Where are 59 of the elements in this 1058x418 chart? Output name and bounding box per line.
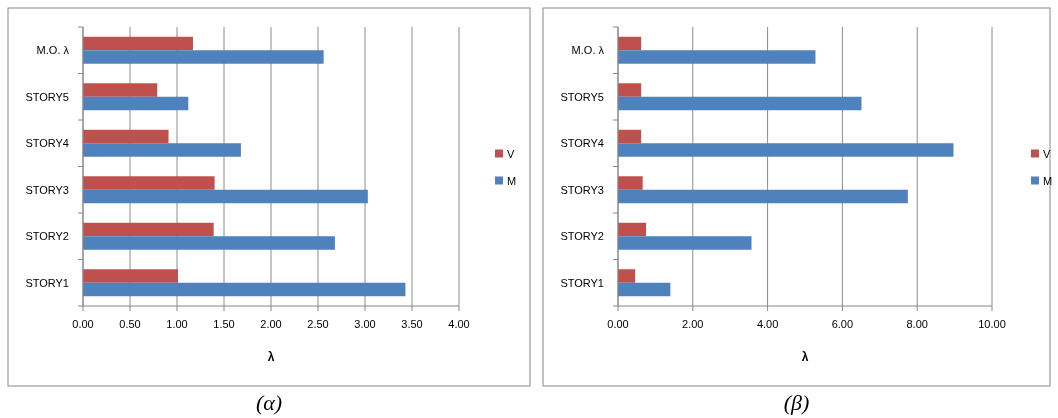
x-axis-title: λ	[801, 350, 809, 364]
bar	[83, 189, 368, 204]
bar	[83, 176, 215, 190]
y-tick-label: STORY3	[25, 183, 69, 196]
bar	[83, 96, 189, 111]
x-tick-label: 1.50	[213, 318, 235, 330]
legend-label: M	[507, 174, 517, 187]
x-tick-label: 3.50	[401, 318, 423, 330]
y-tick-label: STORY4	[25, 137, 69, 150]
x-tick-label: 0.00	[72, 318, 94, 330]
legend-label: V	[507, 147, 515, 160]
y-tick-label: STORY5	[560, 90, 604, 103]
bar	[618, 222, 647, 237]
bar	[618, 83, 642, 97]
x-tick-label: 0.00	[607, 318, 629, 330]
bar	[83, 222, 214, 237]
x-tick-label: 4.00	[756, 318, 779, 330]
y-tick-label: M.O. λ	[571, 44, 605, 57]
bar	[618, 129, 642, 144]
y-tick-label: STORY1	[25, 276, 69, 289]
bar	[618, 176, 643, 190]
x-axis-title: λ	[267, 350, 275, 364]
bar	[618, 36, 642, 51]
x-tick-label: 3.00	[354, 318, 376, 330]
x-tick-label: 4.00	[448, 318, 470, 330]
bar	[83, 236, 335, 250]
y-tick-label: STORY1	[560, 276, 604, 289]
bar	[618, 236, 752, 250]
x-tick-label: 2.00	[682, 318, 704, 330]
y-tick-label: STORY2	[25, 230, 69, 243]
bar	[83, 129, 169, 144]
bar	[83, 36, 193, 51]
y-tick-label: STORY5	[25, 90, 69, 103]
x-tick-label: 10.00	[978, 318, 1006, 330]
y-tick-label: M.O. λ	[36, 44, 70, 57]
bar	[618, 269, 636, 283]
bar	[618, 189, 908, 204]
bar	[83, 50, 324, 64]
y-tick-label: STORY4	[560, 137, 604, 150]
x-tick-label: 2.00	[260, 318, 282, 330]
bar	[618, 96, 862, 111]
y-tick-label: STORY2	[560, 230, 604, 243]
x-tick-label: 0.50	[119, 318, 141, 330]
bar	[618, 143, 954, 157]
x-tick-label: 1.00	[166, 318, 188, 330]
bar	[618, 50, 816, 64]
bar	[83, 282, 406, 297]
y-tick-label: STORY3	[560, 183, 604, 196]
text: (β)	[783, 390, 810, 415]
legend-label: V	[1043, 147, 1051, 160]
bar	[83, 83, 158, 97]
bar	[83, 143, 241, 157]
x-tick-label: 8.00	[906, 318, 928, 330]
text: (α)	[255, 390, 283, 415]
legend-label: M	[1043, 174, 1053, 187]
bar	[83, 269, 178, 283]
x-tick-label: 2.50	[307, 318, 329, 330]
x-tick-label: 6.00	[831, 318, 854, 330]
bar	[618, 282, 671, 297]
